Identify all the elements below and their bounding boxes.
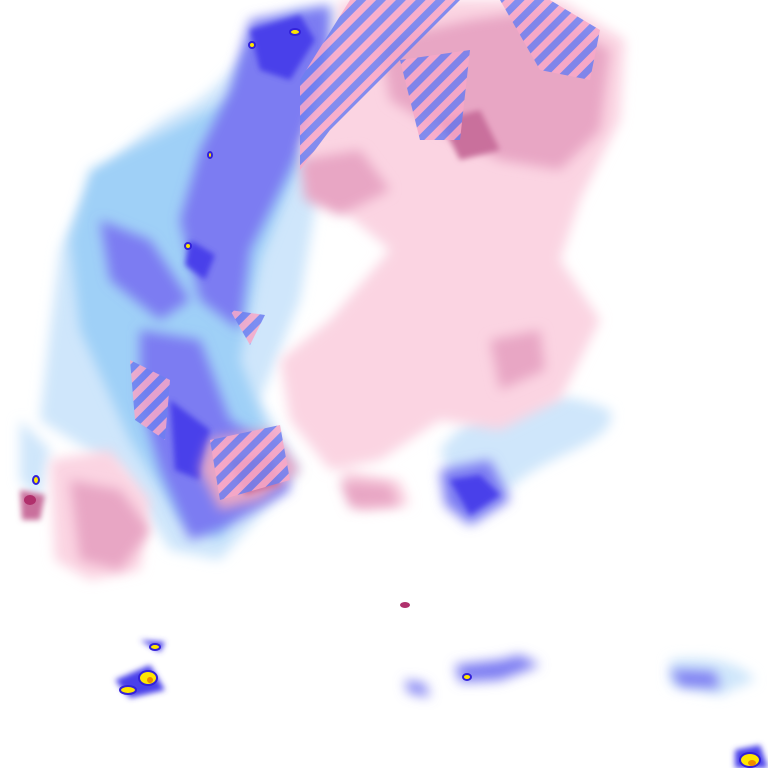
extreme-rain-cells [147, 677, 756, 766]
intense-snow-cells [24, 495, 410, 608]
moderate-rain-layer [100, 5, 720, 697]
mixed-precipitation-hatch [130, 0, 600, 500]
